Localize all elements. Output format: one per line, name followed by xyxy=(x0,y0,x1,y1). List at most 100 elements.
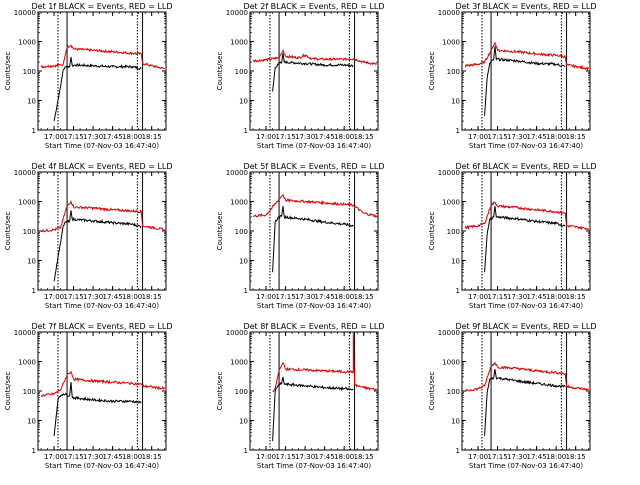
y-tick-label: 10 xyxy=(27,98,36,106)
panel-title: Det 6f BLACK = Events, RED = LLD xyxy=(455,162,596,171)
panel-title: Det 8f BLACK = Events, RED = LLD xyxy=(243,322,384,331)
x-tick-label: 17:30 xyxy=(507,453,527,461)
y-tick-label: 10 xyxy=(239,98,248,106)
x-tick-label: 18:00 xyxy=(334,453,354,461)
detector-panel-1: Det 1f BLACK = Events, RED = LLD 1 10 100 10… xyxy=(4,2,173,150)
y-tick-label: 1 xyxy=(244,287,248,295)
lld-series-line xyxy=(272,331,378,393)
detector-panel-9: Det 9f BLACK = Events, RED = LLD 1 10 100 10… xyxy=(428,322,597,470)
x-tick-label: 17:45 xyxy=(315,133,335,141)
x-tick-label: 17:15 xyxy=(275,453,295,461)
panel-title: Det 9f BLACK = Events, RED = LLD xyxy=(455,322,596,331)
plot-frame xyxy=(461,171,591,291)
events-series-line xyxy=(53,56,142,122)
x-tick-label: 17:15 xyxy=(275,133,295,141)
y-axis-label: Counts/sec xyxy=(4,212,12,251)
x-tick-label: 17:00 xyxy=(468,453,488,461)
y-tick-label: 1000 xyxy=(230,39,248,47)
plot-frame xyxy=(37,11,167,131)
y-tick-label: 100 xyxy=(23,388,36,396)
x-tick-label: 18:15 xyxy=(566,133,586,141)
plot-frame xyxy=(37,331,167,451)
x-tick-label: 18:00 xyxy=(546,453,566,461)
x-tick-label: 17:30 xyxy=(83,293,103,301)
x-tick-label: 18:00 xyxy=(334,293,354,301)
y-tick-label: 1 xyxy=(244,447,248,455)
x-tick-label: 17:30 xyxy=(295,293,315,301)
x-tick-label: 17:15 xyxy=(487,293,507,301)
y-tick-label: 100 xyxy=(23,228,36,236)
x-tick-label: 17:45 xyxy=(103,133,123,141)
y-tick-label: 1000 xyxy=(230,359,248,367)
lld-series-line xyxy=(40,370,166,398)
events-series-line xyxy=(272,206,354,273)
x-axis-label: Start Time (07-Nov-03 16:47:40) xyxy=(469,462,583,470)
detector-panel-5: Det 5f BLACK = Events, RED = LLD 1 10 100 10… xyxy=(216,162,385,310)
x-tick-label: 17:15 xyxy=(487,453,507,461)
panel-title: Det 4f BLACK = Events, RED = LLD xyxy=(31,162,172,171)
y-tick-label: 10000 xyxy=(226,169,248,177)
y-tick-label: 1000 xyxy=(18,39,36,47)
x-tick-label: 17:45 xyxy=(527,293,547,301)
x-tick-label: 18:15 xyxy=(354,293,374,301)
x-tick-label: 17:45 xyxy=(315,453,335,461)
y-tick-label: 1000 xyxy=(230,199,248,207)
x-axis-label: Start Time (07-Nov-03 16:47:40) xyxy=(45,142,159,150)
x-tick-label: 17:00 xyxy=(468,133,488,141)
plot-frame xyxy=(249,171,379,291)
y-tick-label: 10000 xyxy=(14,169,36,177)
y-tick-label: 1 xyxy=(32,447,36,455)
panel-title: Det 1f BLACK = Events, RED = LLD xyxy=(31,2,172,11)
x-tick-label: 17:30 xyxy=(507,293,527,301)
y-tick-label: 1000 xyxy=(442,39,460,47)
x-tick-label: 17:00 xyxy=(468,293,488,301)
y-tick-label: 1 xyxy=(32,127,36,135)
x-tick-label: 17:00 xyxy=(256,453,276,461)
x-tick-label: 18:00 xyxy=(334,133,354,141)
x-tick-label: 18:15 xyxy=(142,293,162,301)
events-series-line xyxy=(272,376,354,442)
y-axis-label: Counts/sec xyxy=(428,212,436,251)
y-axis-label: Counts/sec xyxy=(216,212,224,251)
lld-series-line xyxy=(40,44,165,70)
x-tick-label: 18:00 xyxy=(122,453,142,461)
y-tick-label: 100 xyxy=(447,68,460,76)
events-series-line xyxy=(272,53,354,92)
y-tick-label: 10 xyxy=(239,258,248,266)
x-tick-label: 17:30 xyxy=(295,453,315,461)
lld-series-line xyxy=(252,49,377,66)
y-tick-label: 100 xyxy=(447,388,460,396)
y-tick-label: 1000 xyxy=(18,199,36,207)
x-tick-label: 17:00 xyxy=(256,293,276,301)
x-tick-label: 17:45 xyxy=(103,453,123,461)
y-tick-label: 100 xyxy=(447,228,460,236)
x-tick-label: 17:15 xyxy=(487,133,507,141)
panel-title: Det 2f BLACK = Events, RED = LLD xyxy=(243,2,384,11)
y-tick-label: 100 xyxy=(235,68,248,76)
plot-frame xyxy=(461,11,591,131)
y-axis-label: Counts/sec xyxy=(4,52,12,91)
plot-frame xyxy=(37,171,167,291)
y-tick-label: 1000 xyxy=(18,359,36,367)
x-tick-label: 18:15 xyxy=(354,453,374,461)
y-tick-label: 10000 xyxy=(14,9,36,17)
x-tick-label: 17:15 xyxy=(63,293,83,301)
x-tick-label: 18:15 xyxy=(142,453,162,461)
detector-panel-4: Det 4f BLACK = Events, RED = LLD 1 10 100 10… xyxy=(4,162,173,310)
x-axis-label: Start Time (07-Nov-03 16:47:40) xyxy=(45,302,159,310)
x-tick-label: 17:45 xyxy=(103,293,123,301)
x-tick-label: 17:00 xyxy=(44,453,64,461)
y-tick-label: 10 xyxy=(27,418,36,426)
lld-series-line xyxy=(464,41,590,72)
y-tick-label: 1 xyxy=(32,287,36,295)
x-tick-label: 17:15 xyxy=(63,133,83,141)
y-tick-label: 10 xyxy=(451,98,460,106)
y-tick-label: 10000 xyxy=(438,169,460,177)
x-axis-label: Start Time (07-Nov-03 16:47:40) xyxy=(257,462,371,470)
y-tick-label: 10 xyxy=(239,418,248,426)
y-axis-label: Counts/sec xyxy=(428,52,436,91)
x-tick-label: 17:15 xyxy=(275,293,295,301)
panel-title: Det 3f BLACK = Events, RED = LLD xyxy=(455,2,596,11)
x-tick-label: 17:00 xyxy=(44,133,64,141)
